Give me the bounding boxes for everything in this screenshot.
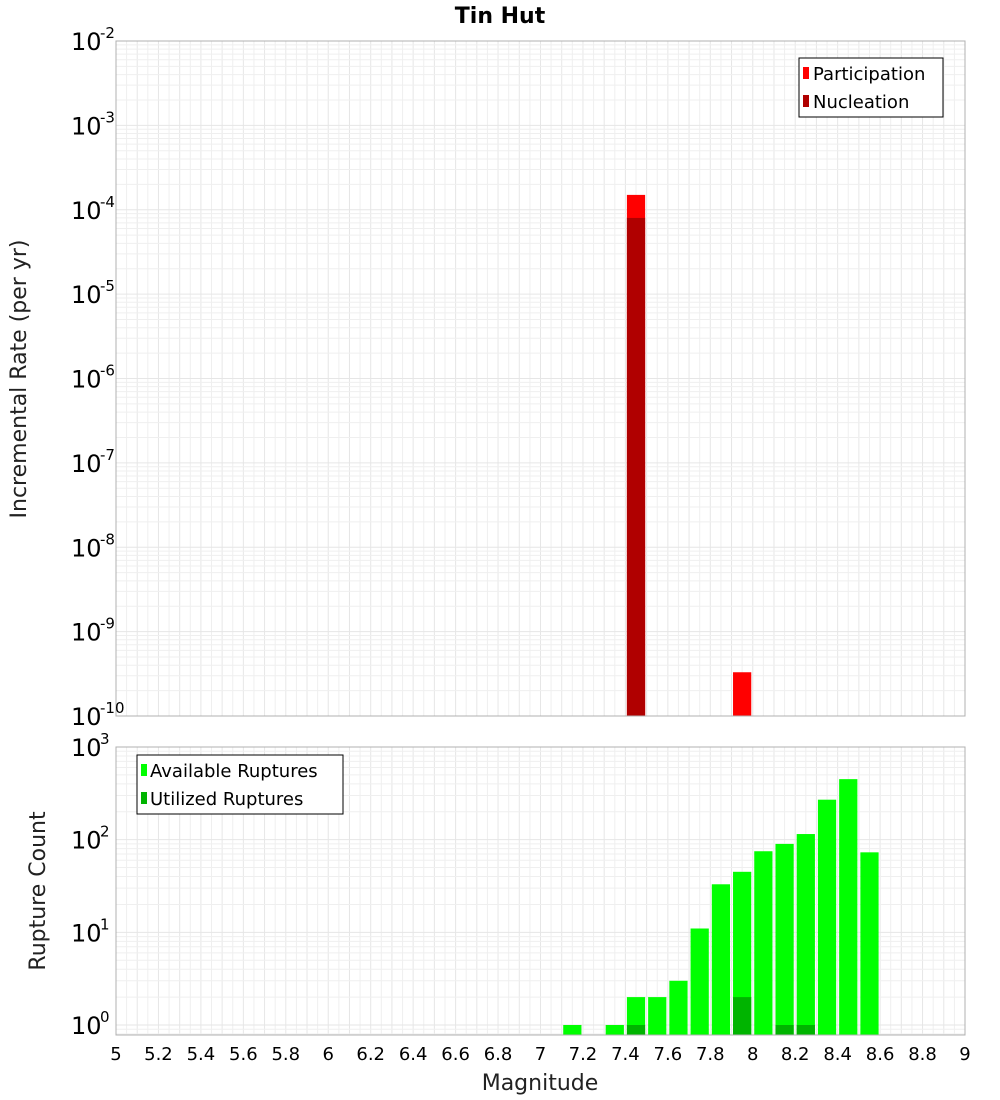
x-tick-label: 5.2 [144, 1044, 173, 1065]
top-y-tick-exponent: -9 [100, 615, 115, 633]
top-y-axis-label: Incremental Rate (per yr) [7, 240, 32, 519]
legend-label-participation: Participation [813, 64, 925, 85]
bottom-bar-utilized-ruptures [796, 1025, 815, 1035]
top-y-tick-exponent: -7 [100, 446, 115, 464]
x-tick-label: 6.6 [441, 1044, 470, 1065]
bottom-bar-available-ruptures [775, 843, 794, 1035]
x-tick-label: 8 [747, 1044, 758, 1065]
x-tick-label: 6.8 [484, 1044, 513, 1065]
bottom-y-tick-base: 10 [71, 734, 102, 762]
x-tick-label: 6 [323, 1044, 334, 1065]
x-tick-label: 7.4 [611, 1044, 640, 1065]
bottom-y-axis-label: Rupture Count [26, 811, 51, 971]
bottom-bar-available-ruptures [839, 779, 858, 1035]
legend-swatch-participation [803, 67, 809, 79]
x-tick-label: 5.6 [229, 1044, 258, 1065]
x-tick-label: 7.8 [696, 1044, 725, 1065]
bottom-bar-available-ruptures [711, 884, 731, 1035]
top-y-tick-base: 10 [71, 703, 102, 731]
top-y-tick-base: 10 [71, 534, 102, 562]
x-tick-label: 8.2 [781, 1044, 810, 1065]
chart-title: Tin Hut [455, 4, 546, 29]
top-y-tick-exponent: -10 [100, 699, 125, 717]
top-bars [626, 194, 752, 716]
x-tick-label: 7.6 [654, 1044, 683, 1065]
bottom-legend: Available Ruptures Utilized Ruptures [136, 754, 344, 815]
x-tick-label: 8.6 [866, 1044, 895, 1065]
x-tick-label: 5.8 [271, 1044, 300, 1065]
top-y-tick-base: 10 [71, 619, 102, 647]
bottom-bar-available-ruptures [733, 871, 752, 1035]
x-tick-label: 5.4 [187, 1044, 216, 1065]
bottom-y-tick-exponent: 3 [100, 730, 110, 748]
top-plot-border [115, 40, 966, 717]
bottom-bar-available-ruptures [648, 997, 667, 1035]
top-legend-box [798, 57, 944, 118]
bottom-plot-border [115, 746, 966, 1036]
top-y-tick-exponent: -2 [100, 24, 115, 42]
x-tick-labels: 5 5.2 5.4 5.6 5.8 6 6.2 6.4 6.6 6.8 7 7.2 7.4 7.6 7.8 8… [110, 1044, 970, 1065]
bottom-bar-available-ruptures [860, 852, 879, 1035]
top-y-tick-exponent: -6 [100, 362, 115, 380]
top-bar-participation [733, 672, 752, 716]
legend-swatch-available [141, 764, 147, 776]
x-tick-label: 9 [959, 1044, 970, 1065]
top-y-tick-base: 10 [71, 28, 102, 56]
bottom-y-tick-base: 10 [71, 827, 102, 855]
top-y-tick-exponent: -5 [100, 277, 115, 295]
bottom-y-tick-exponent: 0 [100, 1008, 110, 1026]
top-legend: Participation Nucleation [798, 57, 944, 118]
x-tick-label: 7 [535, 1044, 546, 1065]
top-y-tick-base: 10 [71, 197, 102, 225]
legend-label-available: Available Ruptures [150, 761, 318, 782]
legend-label-nucleation: Nucleation [813, 92, 909, 113]
top-gridlines [115, 40, 966, 717]
top-y-tick-exponent: -3 [100, 108, 115, 126]
x-tick-label: 8.4 [823, 1044, 852, 1065]
x-tick-label: 8.8 [908, 1044, 937, 1065]
bottom-bar-available-ruptures [563, 1025, 582, 1035]
x-axis-label: Magnitude [482, 1071, 599, 1096]
bottom-y-tick-exponent: 1 [100, 915, 110, 933]
bottom-bar-available-ruptures [754, 851, 773, 1035]
bottom-bar-utilized-ruptures [733, 997, 752, 1035]
bottom-bar-available-ruptures [817, 799, 837, 1035]
top-y-tick-base: 10 [71, 450, 102, 478]
bottom-y-tick-base: 10 [71, 919, 102, 947]
top-y-tick-base: 10 [71, 112, 102, 140]
top-y-tick-base: 10 [71, 366, 102, 394]
x-tick-label: 7.2 [569, 1044, 598, 1065]
top-y-tick-base: 10 [71, 281, 102, 309]
legend-swatch-utilized [141, 792, 147, 804]
bottom-bar-available-ruptures [796, 834, 815, 1035]
x-tick-label: 6.2 [356, 1044, 385, 1065]
top-y-tick-exponent: -8 [100, 530, 115, 548]
bottom-bar-utilized-ruptures [626, 1025, 646, 1035]
top-y-tick-exponent: -4 [100, 193, 115, 211]
top-bar-nucleation [626, 217, 646, 716]
bottom-bar-available-ruptures [690, 928, 709, 1035]
legend-swatch-nucleation [803, 95, 809, 107]
bottom-y-tick-base: 10 [71, 1012, 102, 1040]
bottom-y-tick-exponent: 2 [100, 823, 110, 841]
x-tick-label: 6.4 [399, 1044, 428, 1065]
bottom-bar-available-ruptures [669, 980, 688, 1035]
bottom-bar-available-ruptures [605, 1025, 624, 1035]
bottom-bars [563, 779, 879, 1035]
bottom-bar-utilized-ruptures [775, 1025, 794, 1035]
legend-label-utilized: Utilized Ruptures [150, 789, 303, 810]
bottom-legend-box [136, 754, 344, 815]
x-tick-label: 5 [110, 1044, 121, 1065]
